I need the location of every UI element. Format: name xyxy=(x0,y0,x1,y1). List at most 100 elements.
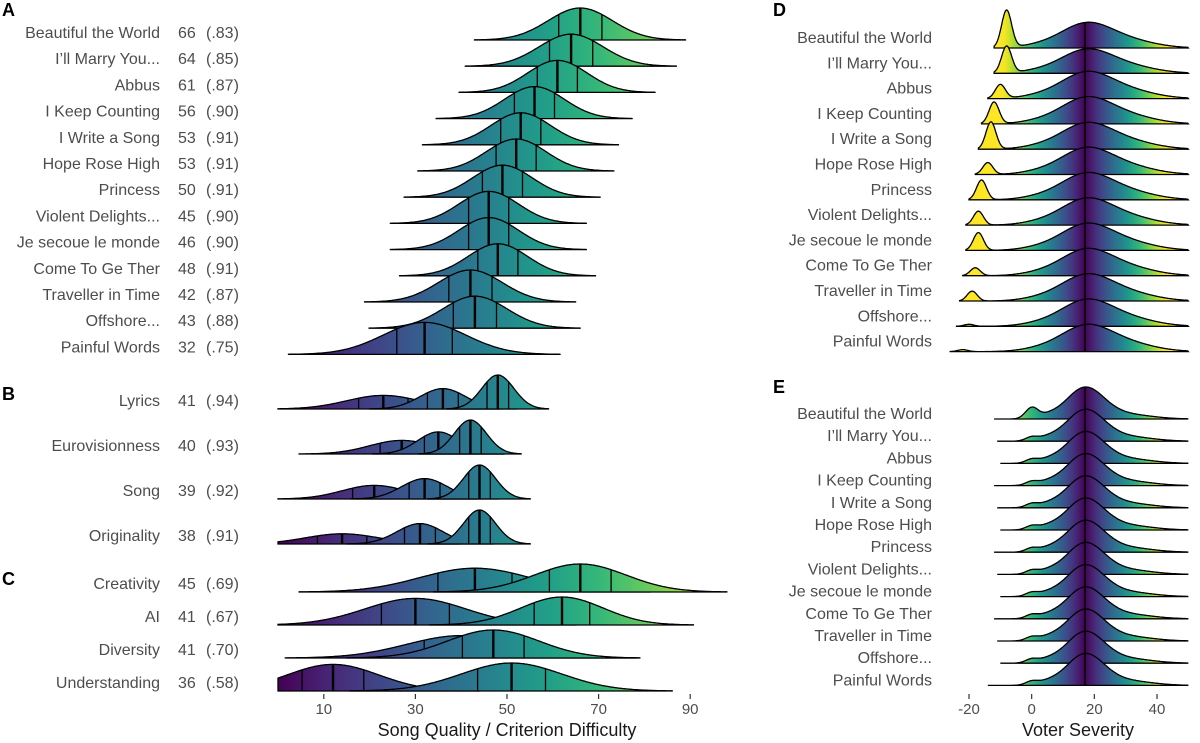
row-label-a: Princess xyxy=(99,182,160,199)
density-ridge-d xyxy=(977,121,1190,150)
row-label-c: AI xyxy=(145,609,160,626)
row-label-e: I’ll Marry You... xyxy=(827,428,932,445)
row-label-e: Hope Rose High xyxy=(815,517,932,534)
x-tick-label-right: 20 xyxy=(1086,701,1103,718)
density-ridge-e xyxy=(997,408,1189,442)
x-axis-title-right: Voter Severity xyxy=(1022,720,1134,740)
density-ridge-d xyxy=(965,222,1190,252)
row-label-b: Song xyxy=(123,483,160,500)
row-label-a: Abbus xyxy=(115,77,160,94)
row-label-d: Traveller in Time xyxy=(814,283,932,300)
density-ridge-d xyxy=(987,70,1190,100)
reliability-label-a: (.91) xyxy=(206,156,239,173)
panel-letter-c: C xyxy=(2,569,15,589)
density-ridge-d xyxy=(974,146,1190,176)
row-label-a: Traveller in Time xyxy=(42,287,160,304)
density-ridge-e xyxy=(1000,497,1189,531)
score-label-a: 43 xyxy=(178,313,196,330)
score-label-b: 40 xyxy=(178,438,196,455)
reliability-label-c: (.69) xyxy=(206,576,239,593)
density-ridge-d xyxy=(965,197,1190,226)
panel-letter-a: A xyxy=(2,0,15,20)
row-label-e: Painful Words xyxy=(833,672,932,689)
density-ridge-e xyxy=(1000,430,1189,465)
row-label-c: Diversity xyxy=(99,642,160,659)
score-label-a: 32 xyxy=(178,339,196,356)
panel-letter-d: D xyxy=(773,0,786,20)
labels-layer: Beautiful the World 66 (.83) I’ll Marry You… xyxy=(2,0,1134,740)
density-ridge-d xyxy=(993,9,1190,49)
score-label-c: 45 xyxy=(178,576,196,593)
reliability-label-a: (.91) xyxy=(206,130,239,147)
score-label-b: 39 xyxy=(178,483,196,500)
reliability-label-b: (.94) xyxy=(206,393,239,410)
panel-d xyxy=(949,9,1190,353)
reliability-label-b: (.91) xyxy=(206,528,239,545)
density-ridge-e xyxy=(994,586,1189,620)
row-label-d: I’ll Marry You... xyxy=(827,55,932,72)
score-label-b: 38 xyxy=(178,528,196,545)
row-label-d: Violent Delights... xyxy=(808,207,932,224)
row-label-e: Come To Ge Ther xyxy=(805,606,932,623)
row-label-a: Hope Rose High xyxy=(43,156,160,173)
row-label-e: Abbus xyxy=(887,450,932,467)
row-label-e: Beautiful the World xyxy=(797,406,932,423)
score-label-a: 46 xyxy=(178,235,196,252)
row-label-c: Understanding xyxy=(56,675,160,692)
score-label-a: 42 xyxy=(178,287,196,304)
row-label-a: I Keep Counting xyxy=(45,104,160,121)
right-panels: -20 0 20 40 xyxy=(949,9,1190,718)
row-label-e: Princess xyxy=(871,539,932,556)
x-axis-right: -20 0 20 40 xyxy=(958,694,1165,718)
score-label-c: 41 xyxy=(178,609,196,626)
score-label-a: 61 xyxy=(178,77,196,94)
reliability-label-a: (.87) xyxy=(206,287,239,304)
reliability-label-a: (.85) xyxy=(206,51,239,68)
density-ridge-d xyxy=(962,247,1190,277)
density-ridge-e xyxy=(1000,630,1189,664)
reliability-label-a: (.75) xyxy=(206,339,239,356)
row-label-e: Traveller in Time xyxy=(814,628,932,645)
row-label-b: Originality xyxy=(89,528,160,545)
x-tick-label-left: 30 xyxy=(407,701,424,718)
density-ridge-e xyxy=(997,475,1189,509)
reliability-label-a: (.91) xyxy=(206,261,239,278)
score-label-a: 50 xyxy=(178,182,196,199)
reliability-label-a: (.88) xyxy=(206,313,239,330)
reliability-label-b: (.92) xyxy=(206,483,239,500)
panel-e xyxy=(987,386,1189,687)
reliability-label-b: (.93) xyxy=(206,438,239,455)
row-label-d: Painful Words xyxy=(833,334,932,351)
x-tick-label-right: 40 xyxy=(1149,701,1166,718)
score-label-a: 48 xyxy=(178,261,196,278)
score-label-a: 53 xyxy=(178,156,196,173)
panel-letter-b: B xyxy=(2,384,15,404)
row-label-a: I Write a Song xyxy=(59,130,160,147)
x-axis-left: 10 30 50 70 90 xyxy=(315,694,699,718)
row-label-c: Creativity xyxy=(93,576,160,593)
score-label-c: 41 xyxy=(178,642,196,659)
left-panels: 10 30 50 70 90 xyxy=(277,7,728,718)
row-label-d: I Keep Counting xyxy=(817,106,932,123)
density-ridge-e xyxy=(994,386,1189,420)
row-label-d: Beautiful the World xyxy=(797,30,932,47)
x-axis-title-left: Song Quality / Criterion Difficulty xyxy=(378,720,637,740)
row-label-d: I Write a Song xyxy=(831,131,932,148)
row-label-a: Beautiful the World xyxy=(25,25,160,42)
density-ridge-d xyxy=(949,323,1190,353)
score-label-b: 41 xyxy=(178,393,196,410)
reliability-label-c: (.67) xyxy=(206,609,239,626)
panel-a xyxy=(287,7,687,356)
row-label-a: I’ll Marry You... xyxy=(55,51,160,68)
density-ridge-d xyxy=(993,45,1190,74)
row-label-d: Princess xyxy=(871,182,932,199)
reliability-label-c: (.58) xyxy=(206,675,239,692)
reliability-label-a: (.83) xyxy=(206,25,239,42)
reliability-label-a: (.90) xyxy=(206,235,239,252)
reliability-label-a: (.91) xyxy=(206,182,239,199)
score-label-a: 56 xyxy=(178,104,196,121)
density-ridge-e xyxy=(994,519,1189,553)
reliability-label-a: (.87) xyxy=(206,77,239,94)
reliability-label-a: (.90) xyxy=(206,104,239,121)
x-tick-label-right: -20 xyxy=(958,701,980,718)
